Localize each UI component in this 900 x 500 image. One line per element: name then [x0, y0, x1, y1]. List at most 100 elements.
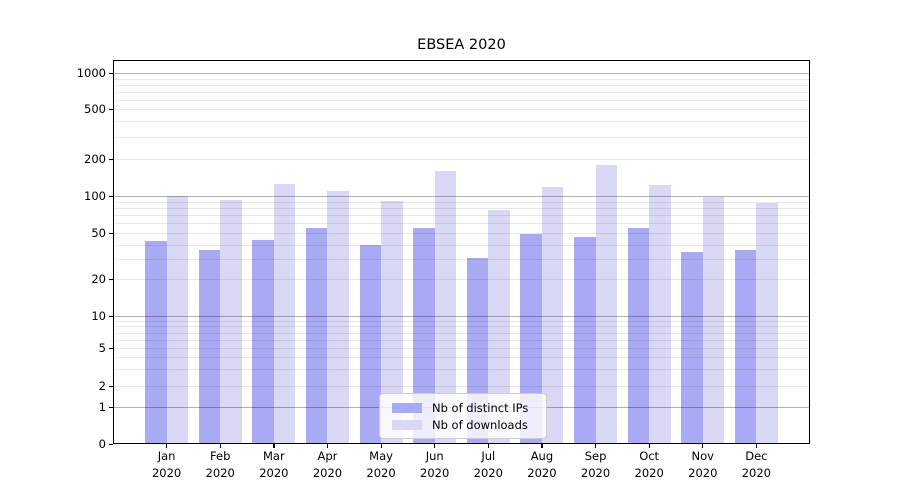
legend-row: Nb of downloads: [387, 418, 539, 432]
bar-distinct-ips-jan: [145, 241, 167, 444]
bar-distinct-ips-jun: [413, 227, 435, 444]
bar-downloads-oct: [649, 184, 671, 444]
y-tick-mark: [109, 158, 113, 160]
x-tick-label-mar: Mar 2020: [259, 448, 288, 481]
bar-downloads-may: [381, 201, 403, 444]
gridline-minor: [113, 208, 810, 209]
x-tick-mark: [595, 443, 597, 448]
x-tick-mark: [541, 443, 543, 448]
x-tick-year: 2020: [312, 465, 343, 480]
gridline-minor: [113, 348, 810, 350]
y-tick-label-200: 200: [84, 152, 106, 166]
x-tick-mark: [273, 443, 275, 448]
y-tick-mark: [109, 385, 113, 387]
y-tick-label-100: 100: [84, 189, 106, 203]
x-tick-year: 2020: [527, 465, 557, 480]
y-tick-label-1: 1: [98, 400, 106, 415]
y-tick-mark: [109, 347, 113, 349]
gridline-minor: [113, 91, 810, 93]
x-tick-month: Aug: [530, 449, 554, 463]
y-tick-mark: [109, 232, 113, 234]
gridline-minor: [113, 109, 810, 111]
gridline-minor: [113, 137, 810, 138]
legend-row: Nb of distinct IPs: [387, 401, 539, 415]
gridline-minor: [113, 84, 810, 86]
bar-downloads-dec: [756, 203, 778, 444]
bar-distinct-ips-aug: [520, 233, 542, 444]
x-tick-year: 2020: [634, 465, 664, 480]
x-tick-month: Feb: [210, 449, 231, 463]
y-tick-mark: [109, 72, 113, 74]
gridline-minor: [113, 258, 810, 260]
gridline-minor: [113, 357, 810, 359]
legend: Nb of distinct IPs Nb of downloads: [379, 393, 547, 439]
x-tick-year: 2020: [688, 465, 718, 480]
bar-distinct-ips-sep: [574, 236, 596, 444]
x-tick-year: 2020: [580, 465, 611, 480]
x-tick-mark: [648, 443, 650, 448]
x-tick-month: Jan: [157, 449, 176, 463]
bar-distinct-ips-oct: [627, 227, 650, 444]
x-tick-mark: [380, 443, 382, 448]
gridline-minor: [113, 332, 810, 334]
x-tick-label-apr: Apr 2020: [313, 448, 342, 481]
gridline-minor: [113, 326, 810, 328]
gridline-minor: [113, 223, 810, 225]
gridline-major: [113, 316, 810, 317]
x-tick-label-jan: Jan 2020: [152, 448, 181, 481]
y-tick-label-50: 50: [91, 226, 106, 241]
x-tick-label-feb: Feb 2020: [206, 448, 235, 481]
y-tick-mark: [109, 278, 113, 280]
x-tick-month: Jun: [425, 449, 444, 463]
gridline-minor: [113, 369, 810, 371]
y-tick-mark: [109, 406, 113, 408]
legend-label-distinct-ips: Nb of distinct IPs: [432, 400, 529, 415]
x-tick-year: 2020: [366, 465, 396, 480]
y-tick-mark: [109, 443, 113, 445]
gridline-minor: [113, 99, 810, 101]
y-tick-label-5: 5: [98, 341, 106, 356]
plot-area: [113, 60, 810, 444]
gridline-minor: [113, 279, 810, 281]
x-tick-label-nov: Nov 2020: [688, 448, 717, 481]
bar-downloads-sep: [595, 165, 617, 444]
y-tick-label-0: 0: [98, 437, 106, 451]
legend-label-downloads: Nb of downloads: [432, 417, 528, 432]
legend-swatch-distinct-ips: [392, 402, 422, 413]
bar-downloads-jun: [434, 171, 457, 444]
x-tick-mark: [326, 443, 329, 448]
y-tick-label-10: 10: [91, 309, 106, 323]
x-tick-mark: [702, 443, 704, 448]
x-tick-label-jul: Jul 2020: [474, 448, 503, 481]
gridline-minor: [113, 121, 810, 123]
x-tick-month: Apr: [317, 449, 338, 463]
y-tick-mark: [109, 315, 113, 317]
x-tick-mark: [166, 443, 168, 448]
gridline-minor: [113, 386, 810, 387]
chart-title: EBSEA 2020: [417, 37, 506, 53]
x-tick-month: Oct: [639, 449, 660, 463]
gridline-minor: [113, 215, 810, 217]
gridline-minor: [113, 339, 810, 341]
bar-distinct-ips-may: [359, 245, 382, 444]
x-tick-label-may: May 2020: [366, 448, 395, 481]
x-tick-year: 2020: [259, 465, 289, 480]
gridline-major: [113, 196, 810, 197]
gridline-minor: [113, 159, 810, 160]
bar-distinct-ips-mar: [252, 240, 274, 444]
x-tick-year: 2020: [741, 465, 772, 480]
bar-downloads-mar: [273, 183, 296, 444]
x-tick-month: May: [369, 449, 393, 463]
gridline-minor: [113, 201, 810, 203]
x-tick-year: 2020: [420, 465, 450, 480]
y-tick-label-20: 20: [91, 272, 106, 287]
gridline-minor: [113, 233, 810, 235]
x-tick-label-sep: Sep 2020: [581, 448, 610, 481]
x-tick-year: 2020: [151, 465, 182, 480]
x-tick-month: Mar: [262, 449, 285, 463]
bar-downloads-aug: [541, 186, 564, 444]
x-tick-label-dec: Dec 2020: [742, 448, 771, 481]
bar-distinct-ips-dec: [734, 250, 757, 444]
x-tick-month: Nov: [691, 449, 714, 463]
